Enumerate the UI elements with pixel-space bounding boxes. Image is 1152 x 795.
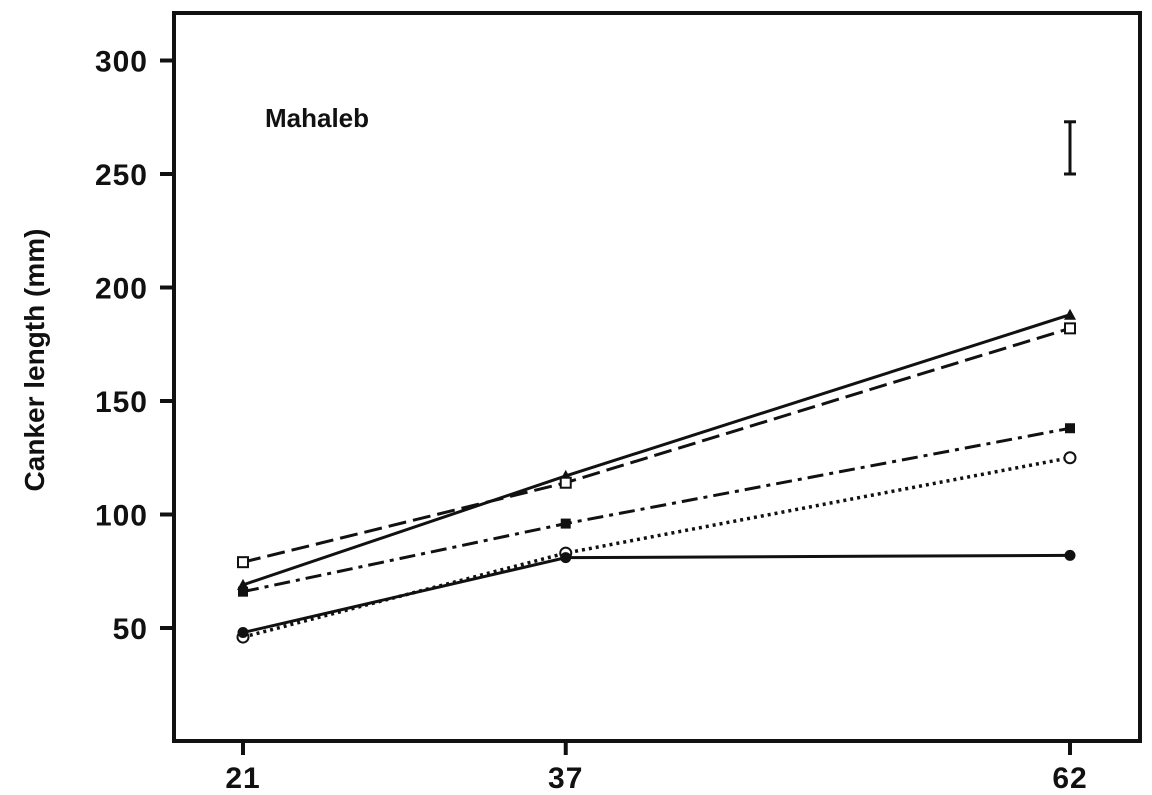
data-point-filled-circle	[237, 627, 249, 639]
x-tick-label: 62	[1052, 762, 1087, 795]
series-line	[242, 326, 1071, 564]
y-tick-label: 50	[113, 613, 148, 646]
y-axis: 50 100 150 200 250 300	[95, 46, 174, 646]
data-point-open-square	[237, 556, 249, 569]
y-tick-label: 200	[95, 273, 148, 306]
data-point-filled-square	[1065, 423, 1075, 434]
data-point-triangle	[1064, 308, 1076, 320]
plot-frame	[172, 11, 1142, 743]
data-point-open-circle	[1063, 451, 1077, 465]
series-line	[242, 313, 1071, 587]
y-tick-label: 150	[95, 386, 148, 419]
x-axis: 21 37 62	[225, 741, 1087, 795]
y-axis-label: Canker length (mm)	[19, 229, 50, 492]
series-open-circle	[236, 451, 1077, 644]
data-point-filled-circle	[1064, 549, 1076, 561]
data-point-filled-square	[238, 586, 248, 597]
series-open-square	[237, 322, 1076, 569]
data-point-filled-circle	[560, 552, 572, 564]
y-tick-label: 300	[95, 46, 148, 79]
y-tick-label: 250	[95, 159, 148, 192]
data-point-open-square	[1064, 322, 1076, 335]
series-line	[242, 553, 1071, 635]
data-point-filled-square	[560, 518, 571, 529]
x-tick-label: 37	[548, 762, 583, 795]
x-tick-label: 21	[225, 762, 260, 795]
series-filled-circle	[237, 549, 1076, 639]
y-tick-label: 100	[95, 500, 148, 533]
error-bar	[1064, 120, 1076, 176]
series-filled-square	[238, 423, 1075, 597]
series-layer	[236, 308, 1077, 644]
series-line	[242, 426, 1071, 594]
series-line	[242, 456, 1071, 639]
panel-annotation: Mahaleb	[265, 103, 369, 133]
series-filled-triangle	[237, 308, 1076, 590]
data-point-open-square	[559, 476, 572, 489]
